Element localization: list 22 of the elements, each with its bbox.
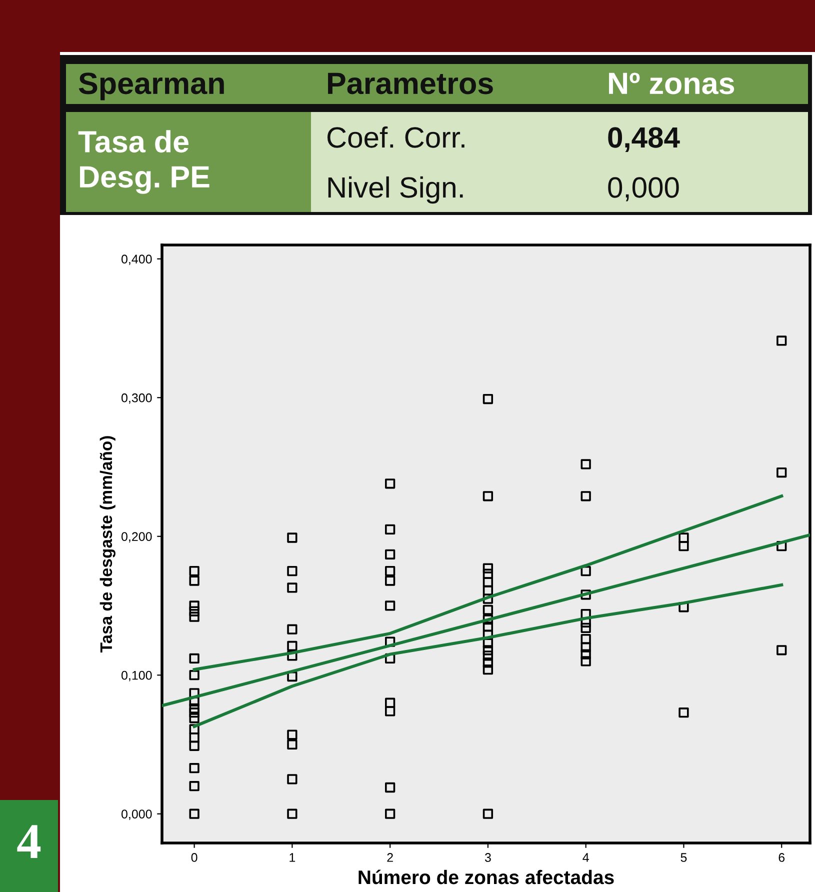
y-tick-label: 0,100 xyxy=(121,670,152,682)
y-tick-label: 0,300 xyxy=(121,393,152,404)
text: Coef. Corr. xyxy=(327,126,464,148)
text: 0,000 xyxy=(608,177,679,202)
text: Tasa de Desg. PE xyxy=(78,130,210,194)
text: Nivel Sign. xyxy=(328,176,463,204)
text: 0,484 xyxy=(608,127,680,152)
x-axis-title: Número de zonas afectadas xyxy=(358,870,614,884)
y-axis-title: Tasa de desgaste (mm/año) xyxy=(100,436,116,652)
y-tick-label: 0,000 xyxy=(121,810,152,820)
text: Parametros xyxy=(328,72,493,94)
x-tick-label: 1 xyxy=(290,853,296,862)
x-tick-label: 3 xyxy=(484,853,491,862)
y-tick-label: 0,200 xyxy=(121,532,152,542)
x-tick-label: 2 xyxy=(387,853,393,862)
x-tick-label: 4 xyxy=(582,853,589,862)
x-tick-label: 0 xyxy=(191,853,198,862)
x-tick-label: 6 xyxy=(778,853,785,862)
y-tick-label: 0,400 xyxy=(121,254,152,266)
text: Spearman xyxy=(78,72,224,100)
x-tick-label: 5 xyxy=(680,853,687,862)
text: Nº zonas xyxy=(609,72,734,94)
